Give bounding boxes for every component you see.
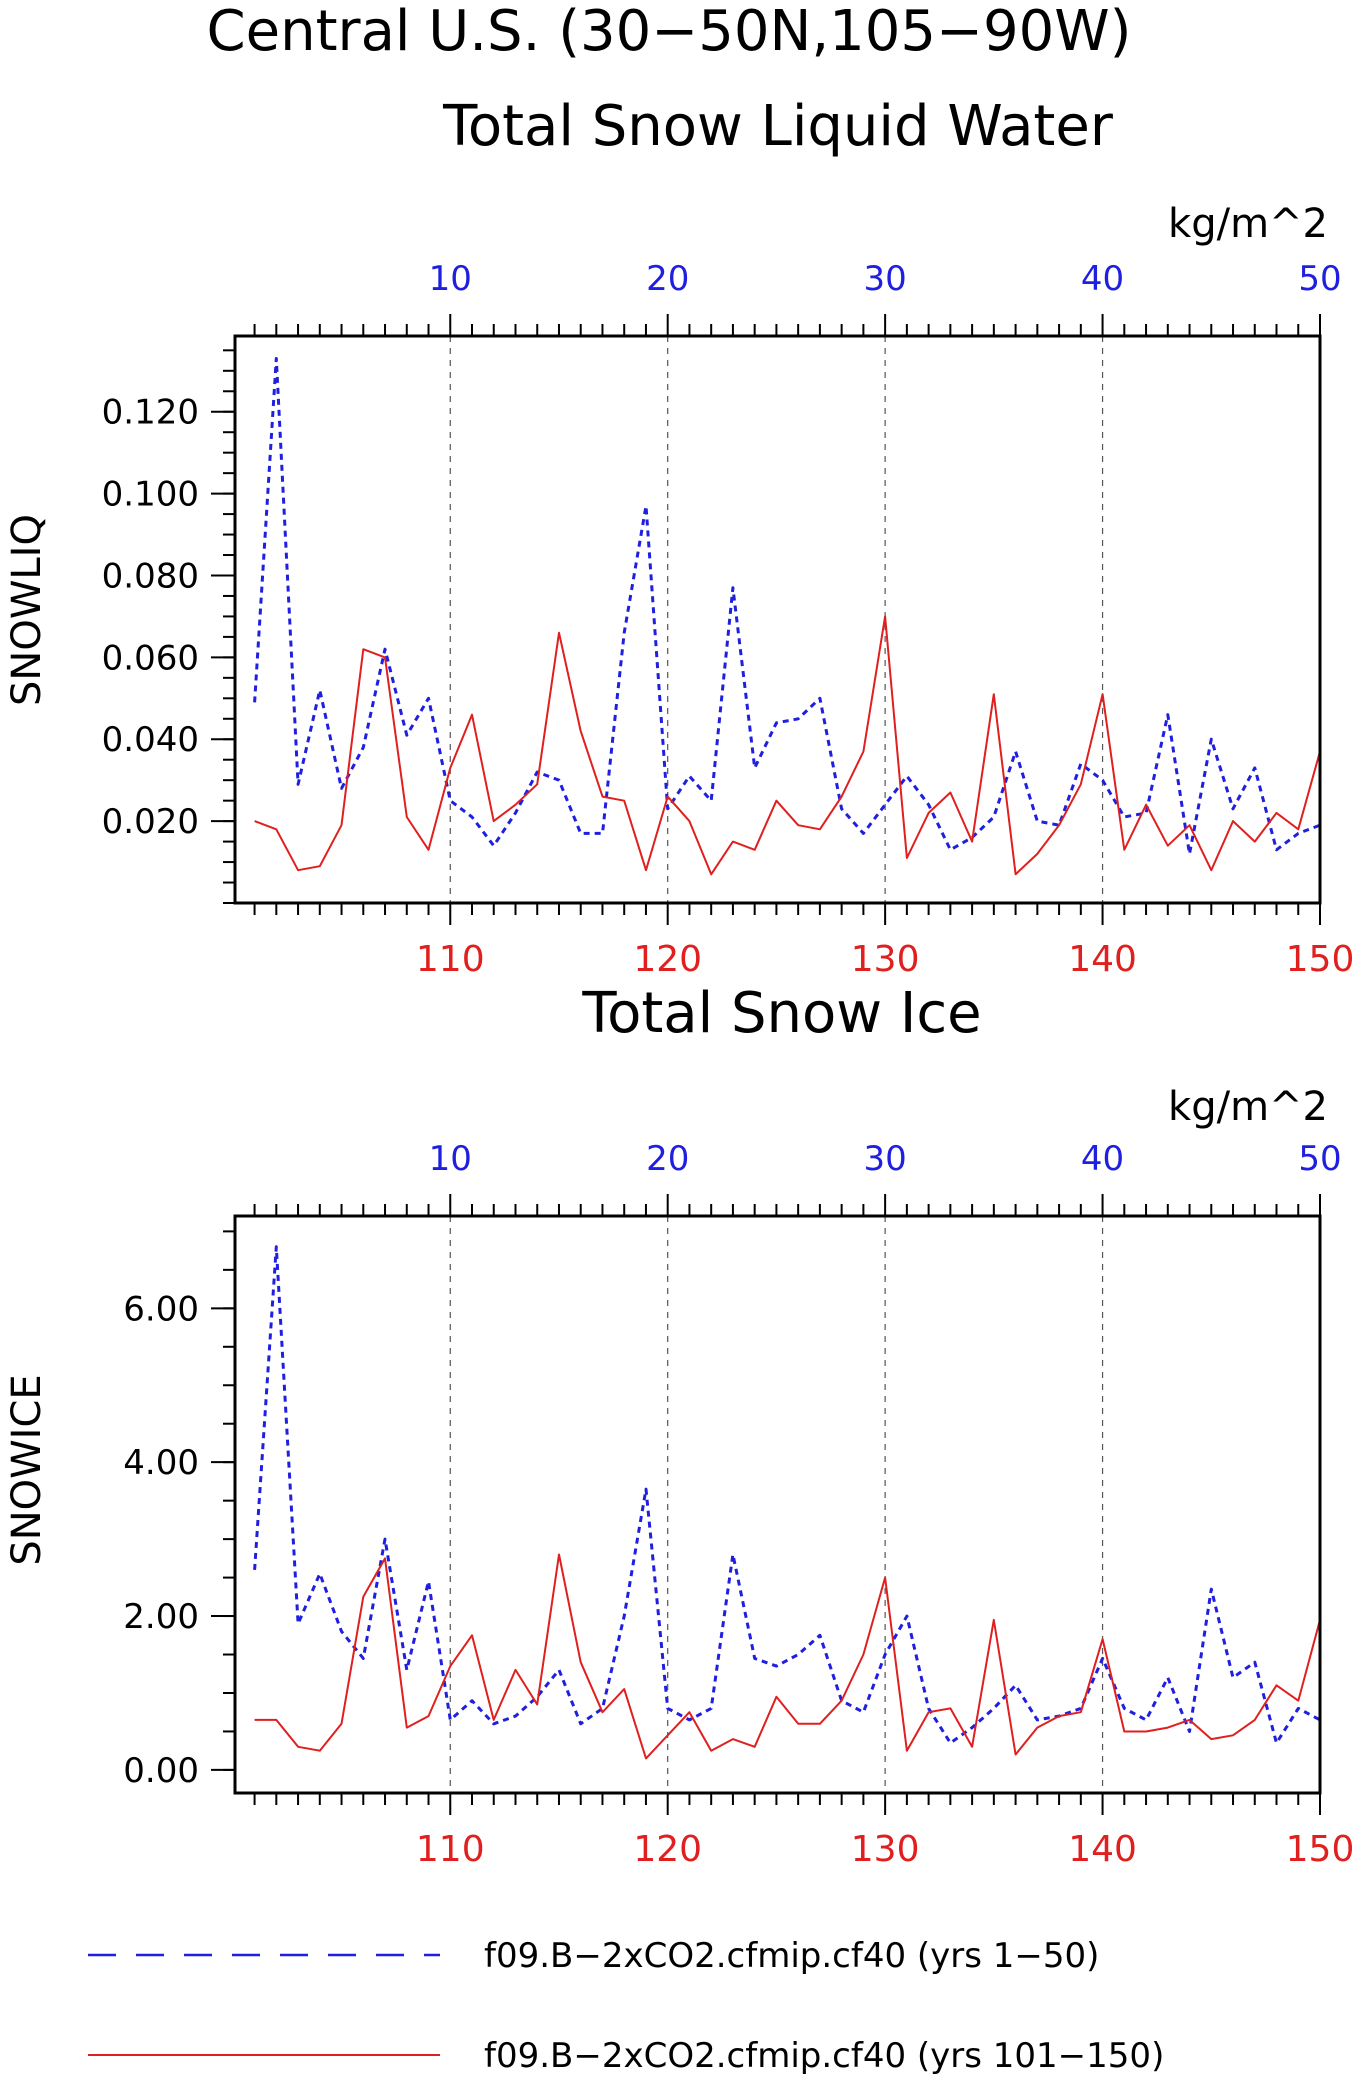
top-tick-label: 10 [429, 259, 472, 299]
bottom-tick-label: 140 [1068, 1829, 1137, 1870]
panel1-y-axis-label: SNOWLIQ [4, 514, 50, 706]
legend-label-yrs-101-150: f09.B−2xCO2.cfmip.cf40 (yrs 101−150) [484, 2036, 1164, 2075]
y-tick-label: 0.020 [102, 802, 199, 842]
top-tick-label: 30 [863, 1139, 906, 1179]
y-tick-label: 0.120 [102, 393, 199, 433]
legend-label-yrs-1-50: f09.B−2xCO2.cfmip.cf40 (yrs 1−50) [484, 1936, 1099, 1976]
y-tick-label: 0.080 [102, 556, 199, 596]
plot-frame [233, 1214, 1322, 1795]
series-line-yrs-1-50 [253, 357, 1321, 856]
bottom-tick-label: 110 [416, 1829, 485, 1870]
panel2-snowice-chart: 0.00 2.00 4.00 6.00 10 20 30 40 50 110 120 130 140 15… [123, 1139, 1354, 1870]
bottom-tick-label: 130 [851, 939, 920, 980]
legend: f09.B−2xCO2.cfmip.cf40 (yrs 1−50) f09.B−… [88, 1936, 1164, 2075]
y-tick-label: 6.00 [123, 1289, 199, 1329]
y-tick-label: 0.060 [102, 638, 199, 678]
y-tick-label: 2.00 [123, 1597, 199, 1637]
top-tick-label: 30 [863, 259, 906, 299]
y-tick-label: 0.100 [102, 475, 199, 515]
panel2-title: Total Snow Ice [581, 981, 981, 1046]
plot-frame [233, 334, 1322, 905]
series-line-yrs-1-50 [253, 1245, 1321, 1745]
panel1-snowliq-chart: 0.020 0.040 0.060 0.080 0.100 0.120 10 20 30 40 50… [102, 259, 1355, 980]
top-tick-label: 20 [646, 259, 689, 299]
series-line-yrs-101-150 [254, 615, 1321, 876]
top-tick-label: 50 [1298, 259, 1341, 299]
top-tick-label: 40 [1081, 1139, 1124, 1179]
top-tick-label: 40 [1081, 259, 1124, 299]
bottom-tick-label: 130 [851, 1829, 920, 1870]
series-line-yrs-101-150 [254, 1553, 1321, 1760]
y-tick-label: 0.00 [123, 1751, 199, 1791]
panel2-units-label: kg/m^2 [1168, 1084, 1328, 1130]
top-tick-label: 20 [646, 1139, 689, 1179]
bottom-tick-label: 120 [633, 1829, 702, 1870]
figure-title: Central U.S. (30−50N,105−90W) [207, 0, 1132, 64]
panel1-units-label: kg/m^2 [1168, 201, 1328, 247]
top-tick-label: 10 [429, 1139, 472, 1179]
panel1-title: Total Snow Liquid Water [442, 94, 1114, 159]
y-tick-label: 4.00 [123, 1443, 199, 1483]
bottom-tick-label: 140 [1068, 939, 1137, 980]
bottom-tick-label: 120 [633, 939, 702, 980]
panel2-y-axis-label: SNOWICE [4, 1374, 50, 1565]
top-tick-label: 50 [1298, 1139, 1341, 1179]
bottom-tick-label: 150 [1286, 1829, 1355, 1870]
bottom-tick-label: 110 [416, 939, 485, 980]
bottom-tick-label: 150 [1286, 939, 1355, 980]
y-tick-label: 0.040 [102, 720, 199, 760]
